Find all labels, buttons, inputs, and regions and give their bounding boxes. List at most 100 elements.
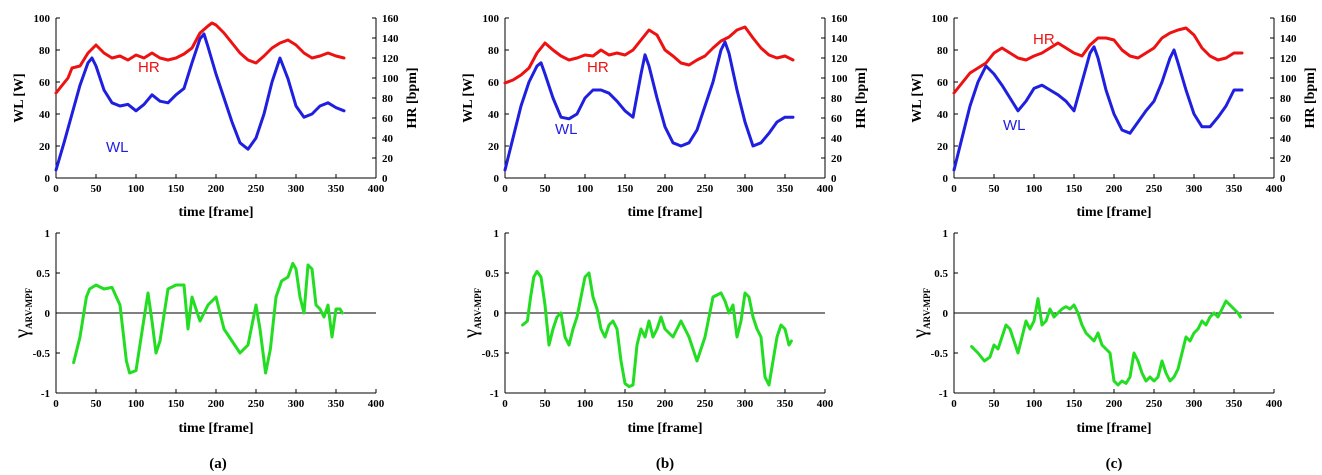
gamma-chart-c: γARV-MPF time [frame] 0 50 100 150 200 250 300… — [907, 228, 1283, 436]
gamma-series-line — [72, 261, 344, 375]
y2-axis-label-hr: HR [bpm] — [854, 67, 869, 128]
x-tick-label: 50 — [91, 398, 103, 410]
y-tick-label: 20 — [488, 141, 500, 153]
y2-tick-label: 60 — [1280, 113, 1292, 125]
x-tick-label: 400 — [368, 398, 385, 410]
wl-hr-chart-c: WL [W] HR [bpm] time [frame] HR WL 0 50 10… — [910, 13, 1318, 220]
y-tick-label: -0.5 — [482, 348, 500, 360]
x-tick-label: 100 — [577, 183, 594, 195]
y-tick-label: -1 — [41, 388, 50, 400]
hr-series-line — [54, 21, 346, 95]
hr-series-label: HR — [138, 59, 160, 76]
panel-label-c: (c) — [1106, 456, 1123, 472]
y-tick-label: 0 — [45, 308, 51, 320]
x-tick-label: 50 — [989, 183, 1001, 195]
y2-tick-label: 0 — [831, 173, 837, 185]
x-tick-label: 200 — [657, 398, 674, 410]
x-tick-label: 200 — [1106, 398, 1123, 410]
y-tick-label: 1 — [494, 228, 500, 240]
y-tick-label: 0 — [45, 173, 51, 185]
x-axis-label: time [frame] — [178, 205, 253, 220]
y-tick-label: 80 — [488, 45, 500, 57]
y-tick-label: 0 — [494, 308, 500, 320]
y2-tick-label: 140 — [831, 33, 848, 45]
x-axis-label: time [frame] — [627, 205, 702, 220]
x-tick-label: 0 — [502, 183, 508, 195]
x-tick-label: 150 — [1066, 183, 1083, 195]
y-tick-label: 20 — [937, 141, 949, 153]
hr-series-label: HR — [1033, 31, 1055, 48]
y-tick-label: 1 — [943, 228, 949, 240]
y-tick-label: 100 — [932, 13, 949, 25]
x-axis-label: time [frame] — [1076, 421, 1151, 436]
x-tick-label: 300 — [1186, 183, 1203, 195]
y-tick-label: 80 — [937, 45, 949, 57]
x-tick-label: 250 — [248, 398, 265, 410]
wl-series-line — [54, 32, 346, 172]
y-tick-label: 0 — [943, 308, 949, 320]
y-tick-label: 60 — [937, 77, 949, 89]
y-axis-label-gamma: γARV-MPF — [907, 287, 932, 339]
y-tick-label: 40 — [488, 109, 500, 121]
x-tick-label: 50 — [989, 398, 1001, 410]
wl-series-label: WL — [555, 121, 578, 138]
y2-tick-label: 140 — [1280, 33, 1297, 45]
x-tick-label: 300 — [288, 183, 305, 195]
y2-tick-label: 40 — [831, 133, 843, 145]
y2-tick-label: 120 — [1280, 53, 1297, 65]
x-tick-label: 400 — [817, 398, 834, 410]
x-tick-label: 150 — [617, 183, 634, 195]
x-tick-label: 400 — [817, 183, 834, 195]
x-tick-label: 250 — [1146, 398, 1163, 410]
y-tick-label: 60 — [39, 77, 51, 89]
y-tick-label: 0.5 — [485, 268, 499, 280]
x-tick-label: 100 — [128, 398, 145, 410]
y-tick-label: 40 — [937, 109, 949, 121]
y-axis-label-gamma: γARV-MPF — [458, 287, 483, 339]
x-tick-label: 200 — [208, 398, 225, 410]
y2-tick-label: 40 — [382, 133, 394, 145]
y2-tick-label: 120 — [382, 53, 399, 65]
y-tick-label: -1 — [939, 388, 948, 400]
y-axis-label-gamma: γARV-MPF — [9, 287, 34, 339]
gamma-series-line — [970, 297, 1242, 387]
x-tick-label: 0 — [951, 398, 957, 410]
x-tick-label: 250 — [697, 183, 714, 195]
y2-tick-label: 140 — [382, 33, 399, 45]
x-tick-label: 150 — [1066, 398, 1083, 410]
x-tick-label: 100 — [1026, 183, 1043, 195]
y2-tick-label: 0 — [1280, 173, 1286, 185]
wl-hr-chart-a: WL [W] HR [bpm] time [frame] HR WL 0 50 10… — [12, 13, 420, 220]
hr-series-line — [503, 25, 795, 85]
x-tick-label: 200 — [657, 183, 674, 195]
x-tick-label: 0 — [951, 183, 957, 195]
x-tick-label: 0 — [502, 398, 508, 410]
y2-tick-label: 60 — [831, 113, 843, 125]
gamma-series-line — [521, 269, 793, 389]
y2-axis-label-hr: HR [bpm] — [1303, 67, 1318, 128]
y2-tick-label: 20 — [831, 153, 843, 165]
x-tick-label: 200 — [208, 183, 225, 195]
x-tick-label: 300 — [737, 183, 754, 195]
x-tick-label: 0 — [53, 183, 59, 195]
x-tick-label: 50 — [540, 398, 552, 410]
y2-tick-label: 80 — [382, 93, 394, 105]
x-tick-label: 0 — [53, 398, 59, 410]
y2-tick-label: 100 — [831, 73, 848, 85]
y-tick-label: 80 — [39, 45, 51, 57]
x-tick-label: 400 — [1266, 398, 1283, 410]
y2-tick-label: 60 — [382, 113, 394, 125]
y2-tick-label: 160 — [1280, 13, 1297, 25]
wl-series-line — [503, 40, 795, 172]
y-axis-label-wl: WL [W] — [461, 73, 476, 122]
y2-tick-label: 100 — [1280, 73, 1297, 85]
x-tick-label: 250 — [1146, 183, 1163, 195]
x-tick-label: 400 — [1266, 183, 1283, 195]
x-tick-label: 300 — [737, 398, 754, 410]
wl-series-label: WL — [1003, 117, 1026, 134]
y-tick-label: -0.5 — [931, 348, 949, 360]
hr-series-line — [952, 26, 1244, 95]
y2-tick-label: 20 — [1280, 153, 1292, 165]
gamma-chart-a: γARV-MPF time [frame] 0 50 100 150 200 250 300… — [9, 228, 385, 436]
x-axis-label: time [frame] — [1076, 205, 1151, 220]
